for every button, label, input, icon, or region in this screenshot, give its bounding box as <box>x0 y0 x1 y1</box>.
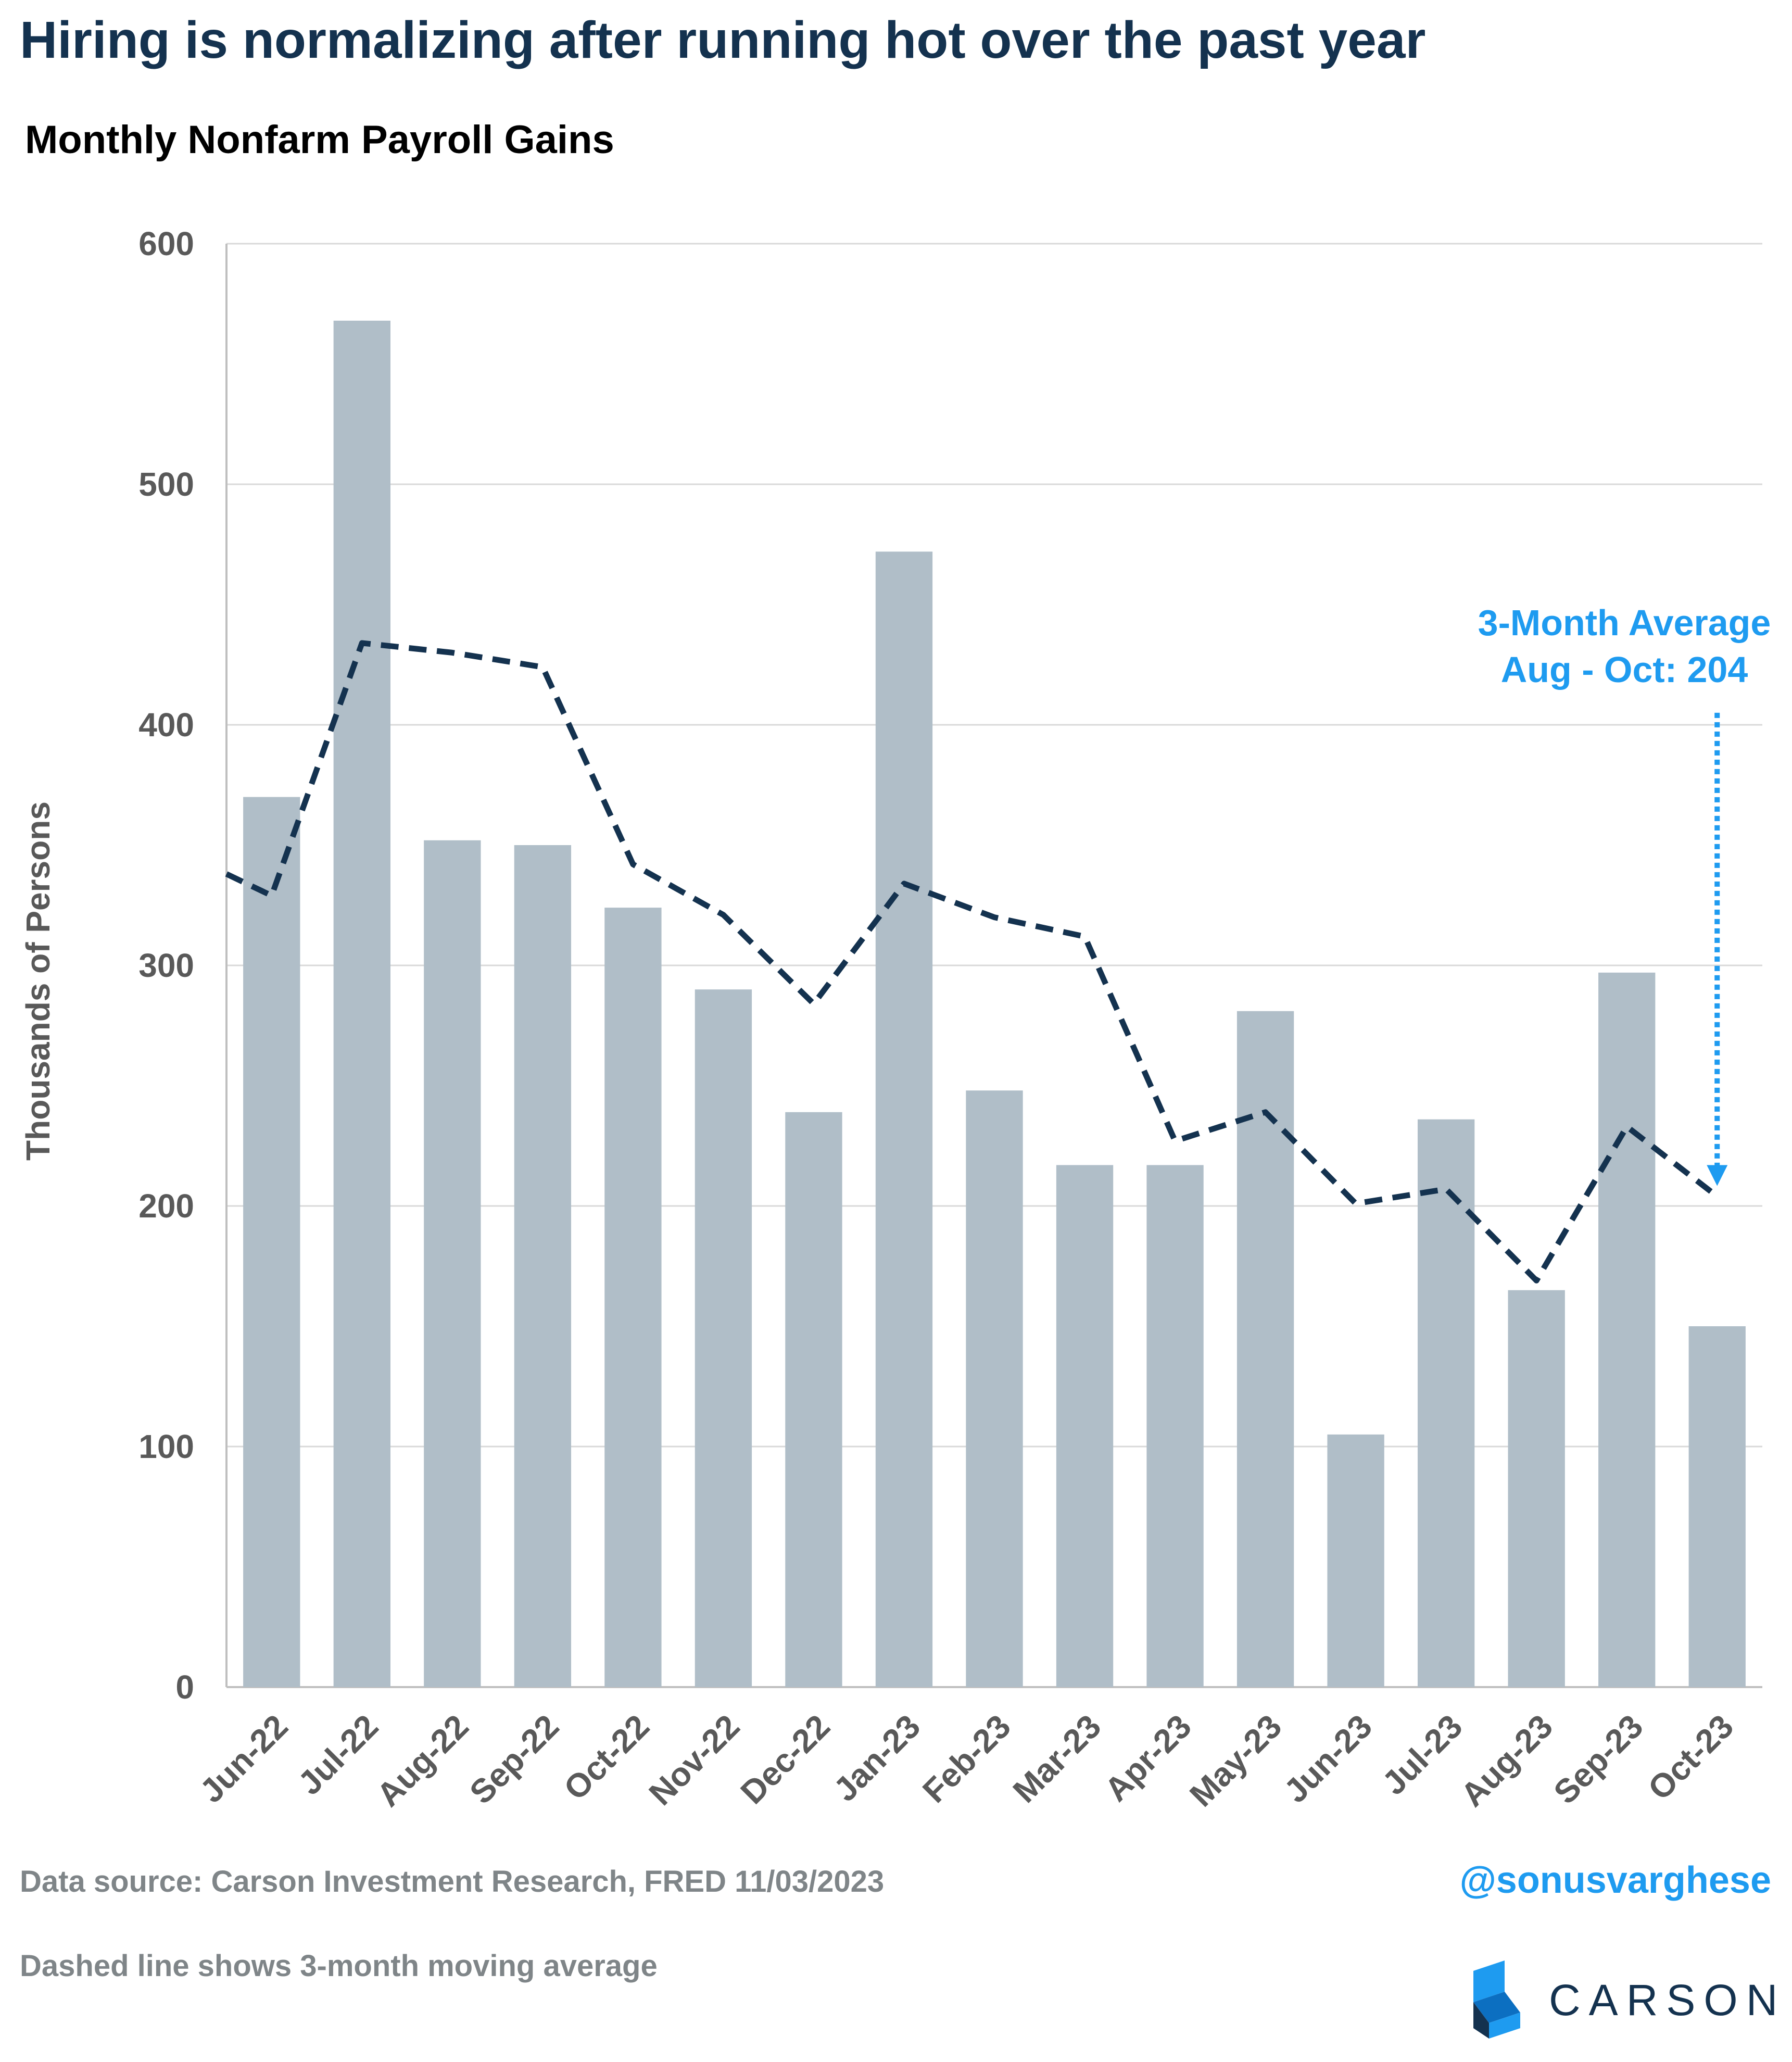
chart-title: Hiring is normalizing after running hot … <box>20 11 1426 69</box>
bar-jan-23 <box>875 551 933 1688</box>
y-tick-label: 600 <box>138 225 194 262</box>
x-tick-label: Apr-23 <box>1097 1707 1198 1808</box>
y-tick-label: 100 <box>138 1428 194 1465</box>
x-tick-label: Oct-22 <box>557 1707 657 1807</box>
x-tick-label: Aug-22 <box>369 1707 475 1814</box>
carson-logo-text: CARSON <box>1549 1976 1786 2025</box>
carson-logo: CARSON <box>1473 1960 1777 2039</box>
y-axis-label: Thousands of Persons <box>19 801 57 1161</box>
data-source: Data source: Carson Investment Research,… <box>20 1865 885 1898</box>
y-tick-label: 0 <box>175 1668 194 1706</box>
x-tick-label: Aug-23 <box>1454 1707 1560 1814</box>
bar-apr-23 <box>1146 1165 1204 1687</box>
x-tick-label: Mar-23 <box>1006 1707 1108 1810</box>
annotation-line-2: Aug - Oct: 204 <box>1501 649 1748 690</box>
x-tick-label: May-23 <box>1182 1707 1289 1814</box>
author-handle[interactable]: @sonusvarghese <box>1459 1859 1771 1901</box>
bar-jul-22 <box>333 320 390 1687</box>
annotation: 3-Month Average Aug - Oct: 204 <box>1478 602 1771 1186</box>
bar-jun-22 <box>243 797 300 1687</box>
bar-sep-23 <box>1598 972 1656 1687</box>
chart-note: Dashed line shows 3-month moving average <box>20 1949 658 1983</box>
bar-jul-23 <box>1417 1119 1475 1687</box>
x-tick-label: Jun-22 <box>193 1707 295 1810</box>
x-axis-ticks: Jun-22Jul-22Aug-22Sep-22Oct-22Nov-22Dec-… <box>193 1707 1740 1814</box>
x-tick-label: Jan-23 <box>826 1707 927 1808</box>
x-tick-label: Sep-23 <box>1546 1707 1650 1811</box>
y-tick-label: 200 <box>138 1187 194 1225</box>
bar-sep-22 <box>514 845 572 1687</box>
bar-may-23 <box>1236 1011 1294 1687</box>
carson-logo-icon <box>1473 1960 1520 2039</box>
y-tick-label: 400 <box>138 706 194 744</box>
y-tick-label: 300 <box>138 947 194 984</box>
annotation-line-1: 3-Month Average <box>1478 602 1771 643</box>
x-tick-label: Dec-22 <box>734 1707 837 1811</box>
bar-oct-23 <box>1688 1326 1746 1687</box>
x-tick-label: Jun-23 <box>1277 1707 1379 1810</box>
bar-oct-22 <box>604 908 662 1687</box>
x-tick-label: Feb-23 <box>915 1707 1018 1810</box>
y-tick-label: 500 <box>138 466 194 503</box>
bar-aug-23 <box>1508 1290 1565 1687</box>
bar-mar-23 <box>1056 1165 1114 1687</box>
moving-average-line <box>225 640 1719 1284</box>
bar-dec-22 <box>785 1112 842 1687</box>
bar-feb-23 <box>966 1090 1023 1687</box>
x-tick-label: Sep-22 <box>462 1707 566 1811</box>
bar-series <box>243 320 1746 1688</box>
chart-subtitle: Monthly Nonfarm Payroll Gains <box>25 118 614 162</box>
y-axis-ticks: 0 100 200 300 400 500 600 <box>138 225 194 1706</box>
x-tick-label: Nov-22 <box>641 1707 747 1813</box>
bar-nov-22 <box>695 989 752 1687</box>
x-tick-label: Oct-23 <box>1640 1707 1740 1807</box>
bar-aug-22 <box>424 840 481 1687</box>
bar-jun-23 <box>1327 1434 1384 1687</box>
payroll-chart: 0 100 200 300 400 500 600 Jun-22Jul-22Aug-22Se… <box>19 225 1771 1814</box>
annotation-arrow-head <box>1707 1165 1728 1186</box>
